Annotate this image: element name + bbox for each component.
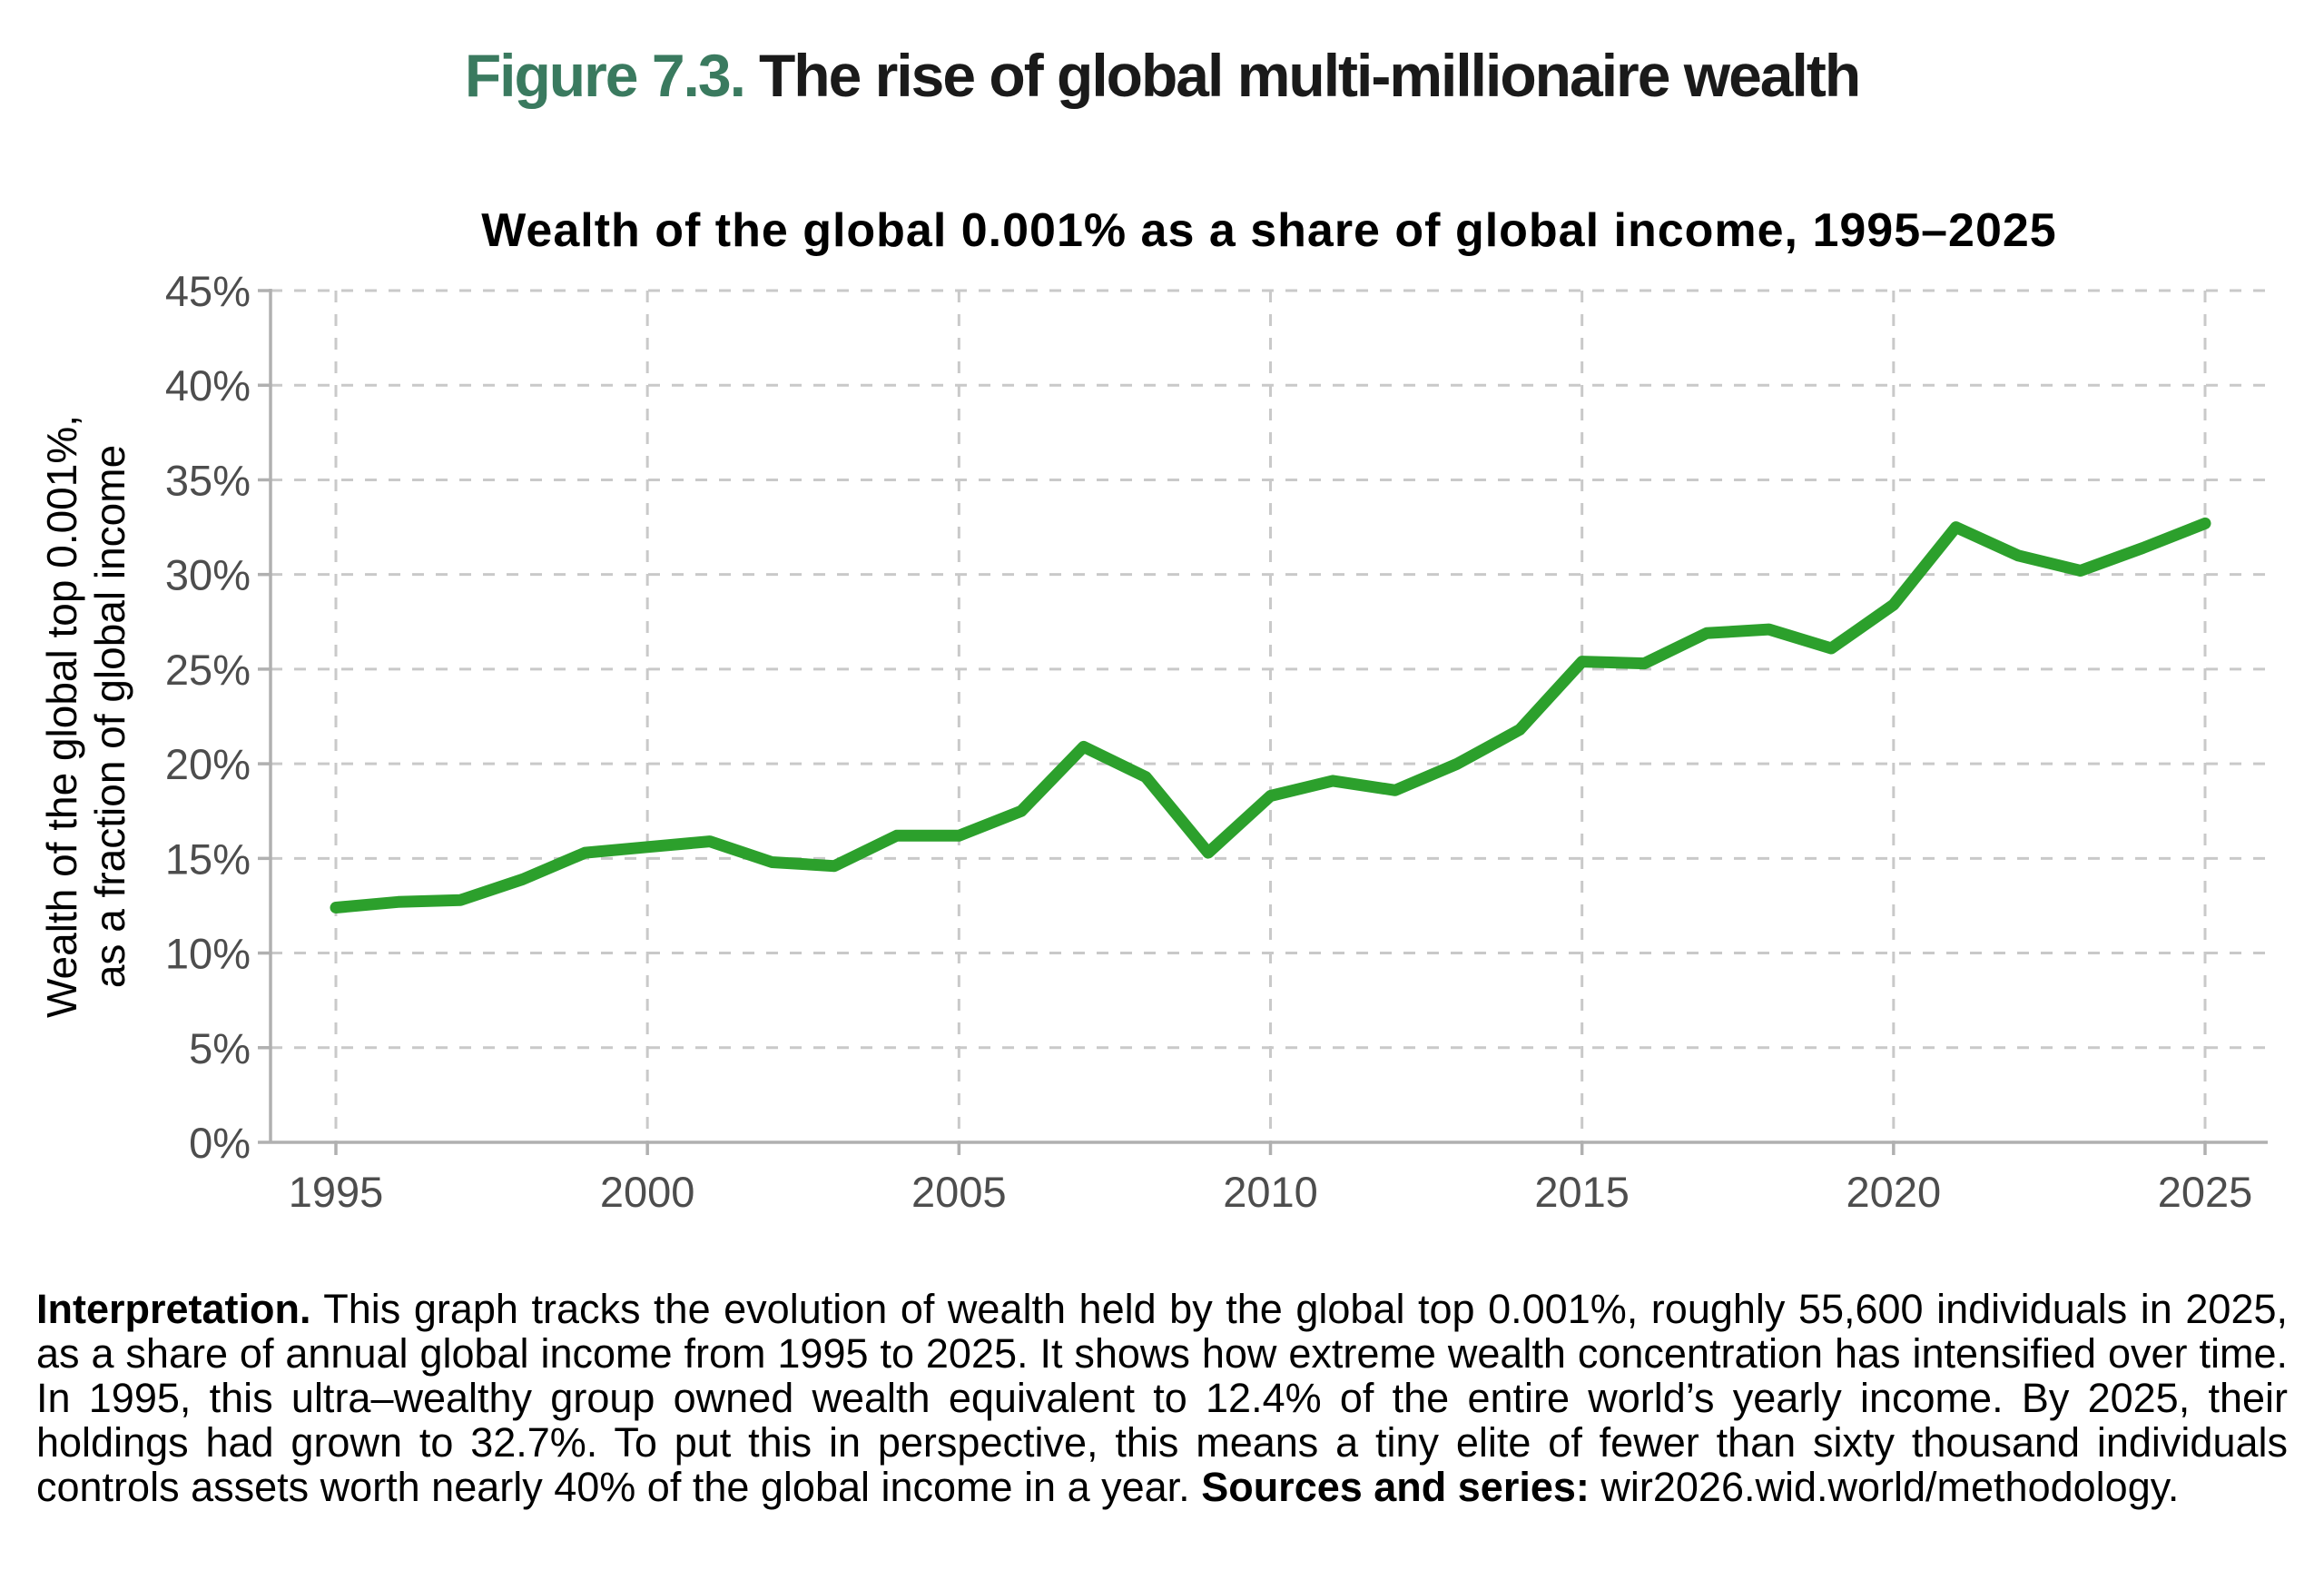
sources-body: wir2026.wid.world/methodology.	[1589, 1464, 2180, 1510]
y-tick-label: 20%	[165, 740, 251, 788]
y-tick-label: 10%	[165, 930, 251, 978]
y-tick-label: 15%	[165, 834, 251, 883]
interpretation-body: This graph tracks the evolution of wealt…	[36, 1286, 2288, 1510]
y-tick-label: 0%	[189, 1119, 251, 1167]
axes	[258, 289, 2268, 1155]
y-tick-label: 30%	[165, 551, 251, 599]
axis-tick-labels: 0% 5% 10% 15% 20% 25% 30% 35% 40% 45% 1995 2000 2005…	[165, 272, 2252, 1216]
figure-title: The rise of global multi-millionaire wea…	[758, 42, 1861, 109]
x-tick-label: 1995	[289, 1168, 384, 1216]
line-chart: 0% 5% 10% 15% 20% 25% 30% 35% 40% 45% 1995 2000 2005…	[38, 272, 2268, 1216]
x-tick-label: 2015	[1534, 1168, 1630, 1216]
interpretation-note: Interpretation. This graph tracks the ev…	[36, 1287, 2288, 1509]
x-tick-label: 2020	[1846, 1168, 1942, 1216]
x-tick-label: 2005	[911, 1168, 1007, 1216]
y-tick-label: 5%	[189, 1024, 251, 1072]
y-axis-title-line2: as a fraction of global income	[86, 445, 133, 988]
y-tick-label: 40%	[165, 361, 251, 410]
chart-title: Wealth of the global 0.001% as a share o…	[481, 204, 2057, 257]
figure-number-label: Figure 7.3.	[464, 42, 746, 109]
x-tick-label: 2000	[600, 1168, 695, 1216]
y-tick-label: 35%	[165, 456, 251, 504]
x-tick-label: 2010	[1223, 1168, 1318, 1216]
interpretation-lead: Interpretation.	[36, 1286, 311, 1332]
wealth-share-line	[330, 517, 2211, 913]
sources-lead: Sources and series:	[1201, 1464, 1590, 1510]
figure-heading: Figure 7.3. The rise of global multi-mill…	[0, 39, 2324, 112]
y-axis-title-line1: Wealth of the global top 0.001%,	[38, 415, 85, 1018]
y-tick-label: 25%	[165, 646, 251, 694]
y-tick-label: 45%	[165, 272, 251, 315]
x-tick-label: 2025	[2158, 1168, 2253, 1216]
gridlines	[271, 289, 2268, 1142]
